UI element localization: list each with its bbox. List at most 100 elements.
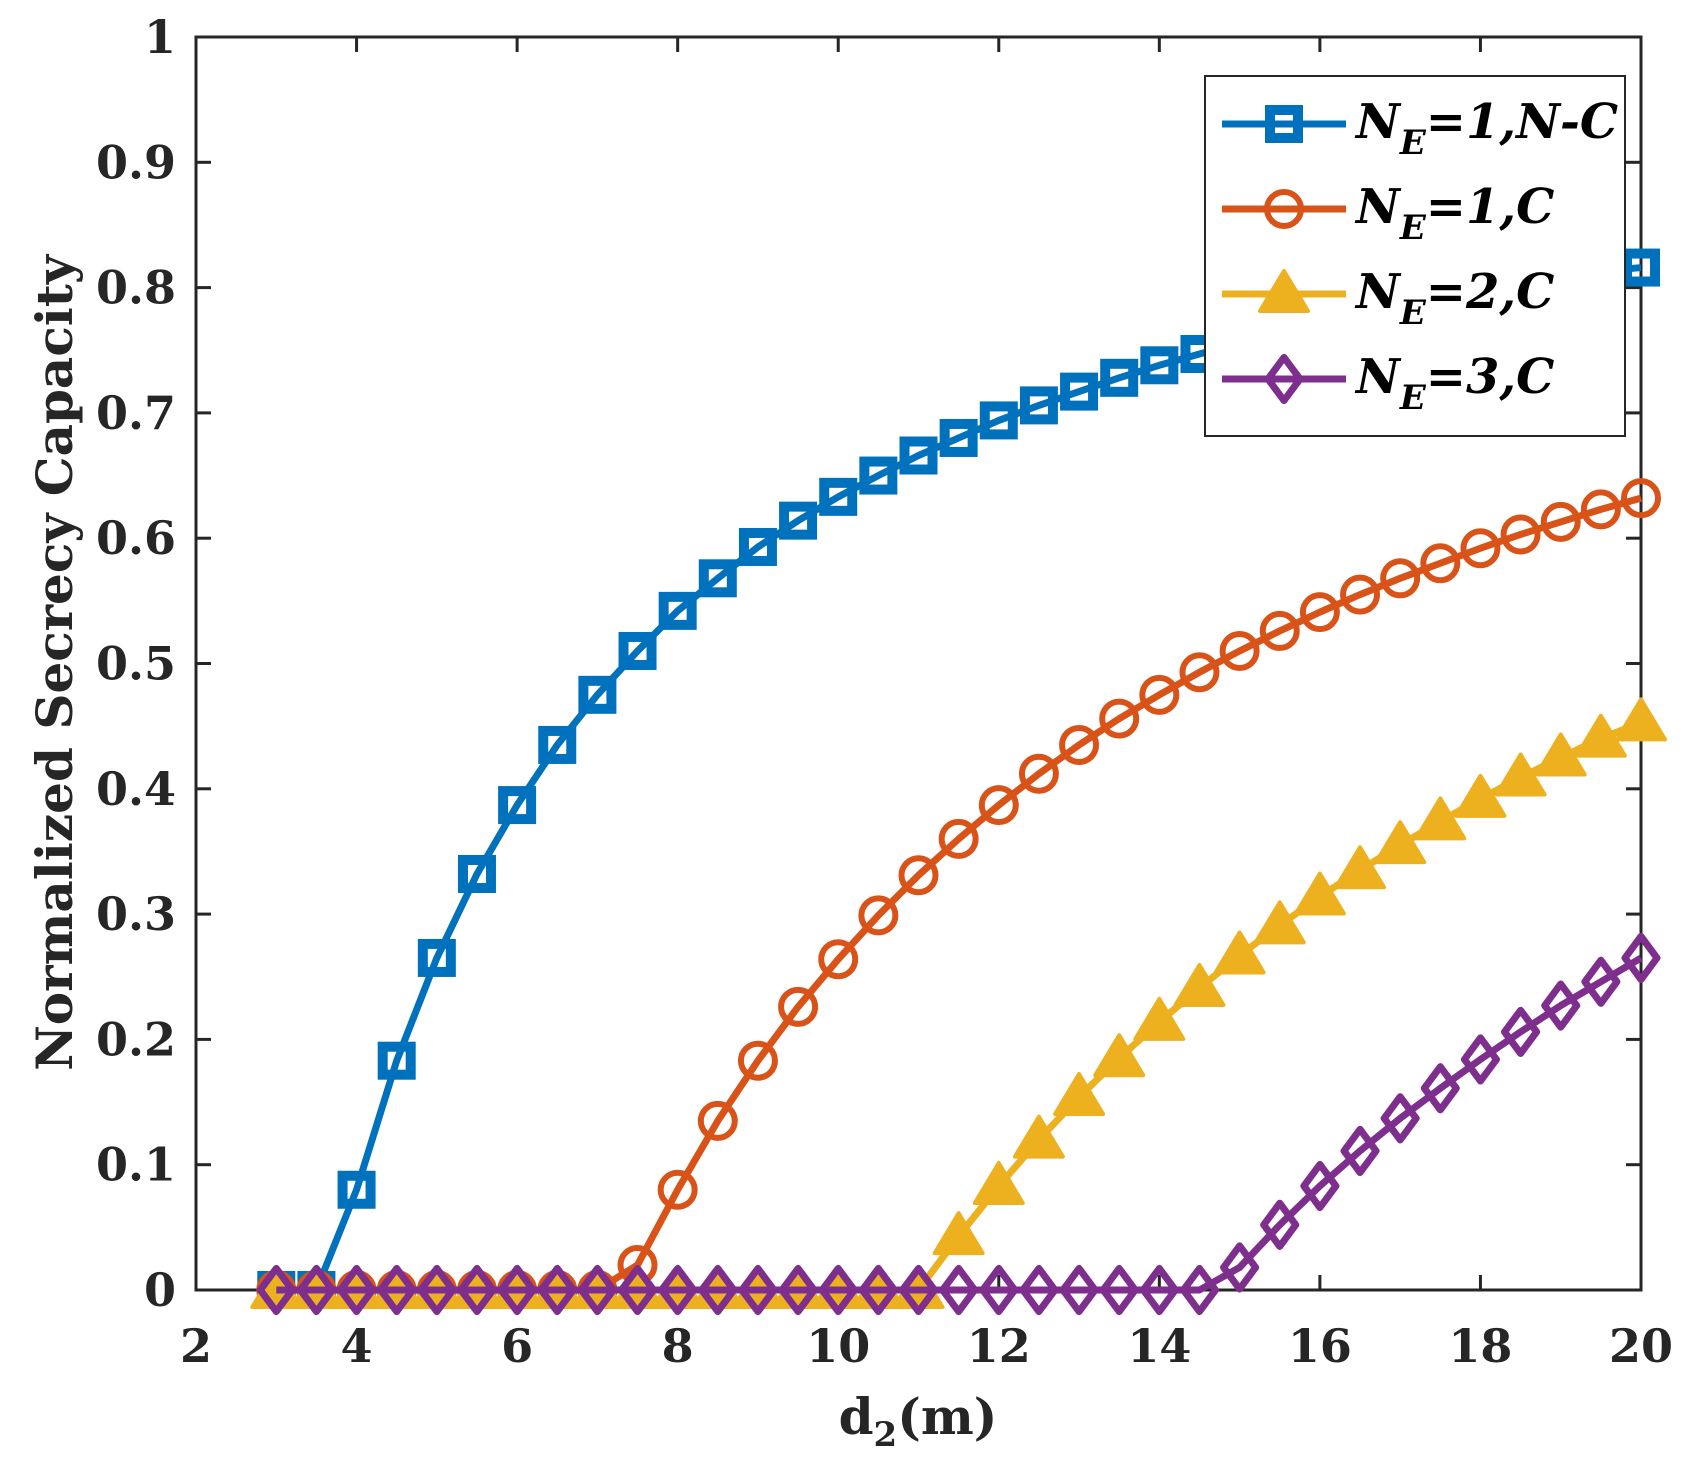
data-point-marker [1100, 358, 1139, 397]
data-point-marker [1454, 773, 1507, 818]
legend-label-main: N [1354, 349, 1402, 405]
data-point-marker [296, 1264, 336, 1316]
y-tick-label: 1 [144, 10, 176, 64]
data-point-marker [1219, 630, 1260, 671]
y-tick-label: 0 [144, 1263, 176, 1317]
x-axis-title-subscript: 2 [874, 1415, 898, 1455]
data-point-marker [1293, 871, 1346, 916]
data-point-marker [1460, 528, 1501, 569]
y-axis-title: Normalized Secrecy Capacity [25, 253, 84, 1071]
data-point-marker [818, 1264, 858, 1316]
data-point-marker [858, 895, 899, 936]
data-point-marker [1018, 753, 1059, 794]
data-point-marker [819, 477, 858, 516]
data-point-marker [578, 675, 617, 714]
legend-label-rest: =1,N-C [1426, 94, 1618, 150]
y-axis: 0 0.1 0.2 0.3 0.4 0.5 0.6 0.7 0.8 0.9 1 [96, 10, 1641, 1317]
data-point-marker [858, 1264, 898, 1316]
data-point-marker [932, 1211, 985, 1256]
legend-marker [1258, 269, 1310, 313]
legend-label-main: N [1354, 94, 1402, 150]
data-point-marker [859, 456, 898, 495]
data-point-marker [1622, 248, 1660, 287]
data-point-marker [1259, 610, 1300, 651]
x-axis: 2 4 6 8 10 12 14 16 18 20 [180, 37, 1673, 1373]
legend-label-rest: =2,C [1426, 264, 1555, 320]
x-tick-label: 6 [501, 1319, 533, 1373]
data-point-marker [1420, 543, 1461, 584]
data-point-marker [1460, 1034, 1500, 1085]
y-tick-label: 0.7 [96, 386, 176, 440]
data-point-marker [778, 986, 819, 1027]
legend-label-subscript: E [1399, 293, 1427, 333]
legend-label-subscript: E [1399, 378, 1427, 418]
data-point-marker [337, 1170, 376, 1209]
data-point-marker [1093, 1033, 1146, 1078]
data-point-marker [979, 1264, 1019, 1316]
legend-item: NE=2,C [1222, 264, 1554, 333]
data-point-marker [1494, 752, 1547, 797]
data-point-marker [1621, 478, 1661, 519]
x-tick-label: 16 [1288, 1319, 1352, 1373]
series-diamond [256, 932, 1661, 1316]
x-axis-title: d2(m) [839, 1387, 998, 1455]
data-point-marker [1534, 732, 1587, 777]
y-tick-label: 0.2 [96, 1012, 176, 1066]
data-point-marker [377, 1041, 416, 1080]
data-point-marker [1580, 489, 1621, 530]
x-axis-title-main: d [839, 1387, 874, 1446]
data-point-marker [1260, 1199, 1300, 1250]
data-point-marker [256, 1264, 296, 1316]
x-tick-label: 10 [806, 1319, 870, 1373]
data-point-marker [457, 1264, 497, 1316]
data-point-marker [778, 1264, 818, 1316]
data-point-marker [779, 501, 818, 540]
data-point-marker [1374, 820, 1427, 865]
legend-marker [1264, 189, 1304, 229]
data-point-marker [417, 1264, 457, 1316]
data-point-marker [1299, 592, 1340, 633]
data-point-marker [898, 855, 939, 896]
legend-label-rest: =1,C [1426, 179, 1555, 235]
legend-marker [1264, 353, 1304, 405]
data-point-marker [1340, 1125, 1380, 1177]
x-tick-label: 14 [1127, 1319, 1191, 1373]
data-point-marker [337, 1264, 377, 1316]
data-point-marker [1060, 372, 1099, 411]
data-point-marker [1133, 996, 1186, 1041]
data-point-marker [1380, 558, 1421, 599]
x-tick-label: 18 [1448, 1319, 1512, 1373]
data-point-marker [457, 855, 496, 894]
y-tick-label: 0.6 [96, 511, 176, 565]
y-tick-label: 0.4 [96, 762, 176, 816]
data-point-marker [1574, 713, 1627, 758]
data-point-marker [377, 1264, 417, 1316]
data-point-marker [658, 1264, 698, 1316]
data-point-marker [738, 1264, 778, 1316]
legend-label: NE=1,C [1354, 179, 1554, 248]
data-point-marker [1139, 674, 1180, 715]
x-tick-label: 4 [341, 1319, 373, 1373]
legend-label: NE=2,C [1354, 264, 1554, 333]
data-point-marker [979, 401, 1018, 440]
x-tick-label: 20 [1609, 1319, 1673, 1373]
data-point-marker [1615, 697, 1667, 742]
legend-label: NE=3,C [1354, 349, 1554, 418]
y-tick-label: 0.1 [96, 1138, 176, 1192]
data-point-marker [1213, 930, 1266, 975]
data-point-marker [1340, 574, 1381, 615]
data-point-marker [538, 725, 577, 764]
legend-marker [1265, 105, 1303, 143]
y-tick-label: 0.5 [96, 637, 176, 691]
data-point-marker [1253, 900, 1306, 945]
data-point-marker [658, 591, 697, 630]
data-point-marker [737, 1040, 778, 1081]
legend-item: NE=1,N-C [1222, 94, 1618, 163]
data-point-marker [1541, 980, 1581, 1031]
data-point-marker [1500, 514, 1541, 555]
legend-item: NE=1,C [1222, 179, 1554, 248]
data-point-marker [899, 436, 938, 475]
data-point-marker [1019, 1264, 1059, 1316]
x-axis-title-unit: (m) [897, 1387, 997, 1446]
